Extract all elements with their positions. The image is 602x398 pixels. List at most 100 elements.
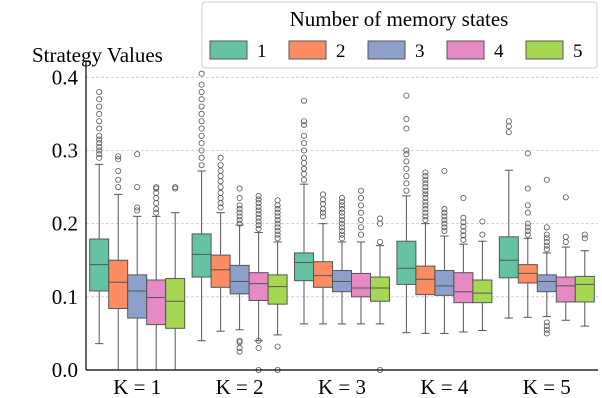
- outlier-point: [153, 206, 160, 213]
- outlier-point: [96, 132, 103, 139]
- iqr-box: [267, 274, 288, 305]
- outlier-point: [300, 121, 307, 128]
- iqr-box: [229, 264, 250, 295]
- outlier-point: [153, 189, 160, 196]
- outlier-point: [441, 206, 448, 213]
- box-k3-m3: [332, 195, 352, 325]
- legend-entry-4: 4: [446, 40, 504, 62]
- outlier-point: [255, 337, 262, 344]
- outlier-point: [460, 219, 467, 226]
- outlier-point: [460, 214, 467, 221]
- outlier-point: [274, 202, 281, 209]
- iqr-box: [210, 254, 231, 288]
- outlier-point: [236, 209, 243, 216]
- outlier-point: [217, 173, 224, 180]
- outlier-point: [300, 147, 307, 154]
- outlier-point: [338, 213, 345, 220]
- outlier-point: [460, 223, 467, 230]
- outlier-point: [422, 195, 429, 202]
- outlier-point: [338, 206, 345, 213]
- outlier-point: [134, 184, 141, 191]
- legend-label: 4: [494, 41, 504, 62]
- box-k4-m4: [453, 195, 474, 333]
- outlier-point: [422, 187, 429, 194]
- outlier-point: [543, 323, 550, 330]
- outlier-point: [319, 206, 326, 213]
- outlier-point: [403, 165, 410, 172]
- iqr-box: [165, 278, 186, 329]
- outlier-point: [403, 158, 410, 165]
- outlier-point: [274, 227, 281, 234]
- iqr-box: [127, 274, 148, 319]
- outlier-point: [505, 118, 512, 125]
- outlier-point: [274, 231, 281, 238]
- box-k1-m2: [108, 153, 129, 371]
- outlier-point: [134, 204, 141, 211]
- outlier-point: [198, 88, 205, 95]
- outlier-point: [153, 200, 160, 207]
- outlier-point: [460, 195, 467, 202]
- outlier-point: [96, 140, 103, 147]
- box-k2-m3: [229, 185, 250, 355]
- box-k5-m4: [555, 194, 576, 321]
- box-k1-m1: [89, 88, 110, 345]
- outlier-point: [217, 189, 224, 196]
- legend-label: 5: [573, 41, 583, 62]
- iqr-box: [313, 261, 333, 288]
- x-tick-label: K = 2: [216, 375, 264, 398]
- outlier-point: [172, 184, 179, 191]
- outlier-point: [96, 88, 103, 95]
- outlier-point: [274, 209, 281, 216]
- outlier-point: [403, 92, 410, 99]
- x-tick-label: K = 4: [420, 375, 469, 398]
- iqr-box: [498, 236, 519, 279]
- outlier-point: [300, 165, 307, 172]
- y-tick-label: 0.0: [52, 358, 78, 382]
- outlier-point: [422, 213, 429, 220]
- outlier-point: [422, 198, 429, 205]
- outlier-point: [338, 235, 345, 242]
- outlier-point: [403, 180, 410, 187]
- box-k5-m5: [574, 231, 595, 327]
- outlier-point: [338, 209, 345, 216]
- outlier-point: [198, 103, 205, 110]
- outlier-point: [338, 202, 345, 209]
- outlier-point: [460, 236, 467, 243]
- outlier-point: [357, 224, 364, 231]
- outlier-point: [217, 167, 224, 174]
- outlier-point: [255, 225, 262, 232]
- outlier-point: [96, 125, 103, 132]
- box-k5-m1: [498, 118, 519, 319]
- box-k2-m2: [210, 154, 231, 332]
- outlier-point: [403, 173, 410, 180]
- y-tick-label: 0.1: [52, 285, 78, 309]
- outlier-point: [524, 220, 531, 227]
- legend-swatch: [367, 40, 406, 60]
- outlier-point: [255, 222, 262, 229]
- x-tick-label: K = 3: [318, 375, 366, 398]
- axes: [85, 62, 598, 371]
- box-series-layer: [89, 70, 595, 373]
- outlier-point: [543, 242, 550, 249]
- box-k1-m4: [146, 184, 167, 371]
- outlier-point: [198, 118, 205, 125]
- box-k2-m4: [248, 192, 269, 373]
- outlier-point: [403, 125, 410, 132]
- x-tick-label: K = 1: [113, 375, 161, 398]
- outlier-point: [524, 227, 531, 234]
- outlier-point: [422, 173, 429, 180]
- outlier-point: [255, 203, 262, 210]
- box-k4-m5: [472, 218, 493, 331]
- outlier-point: [300, 118, 307, 125]
- outlier-point: [441, 213, 448, 220]
- outlier-point: [338, 216, 345, 223]
- box-k2-m1: [191, 70, 212, 342]
- legend-swatch: [288, 40, 327, 60]
- legend-entry-5: 5: [525, 40, 583, 62]
- outlier-point: [274, 197, 281, 204]
- outlier-point: [115, 167, 122, 174]
- outlier-point: [441, 227, 448, 234]
- outlier-point: [236, 213, 243, 220]
- outlier-point: [115, 184, 122, 191]
